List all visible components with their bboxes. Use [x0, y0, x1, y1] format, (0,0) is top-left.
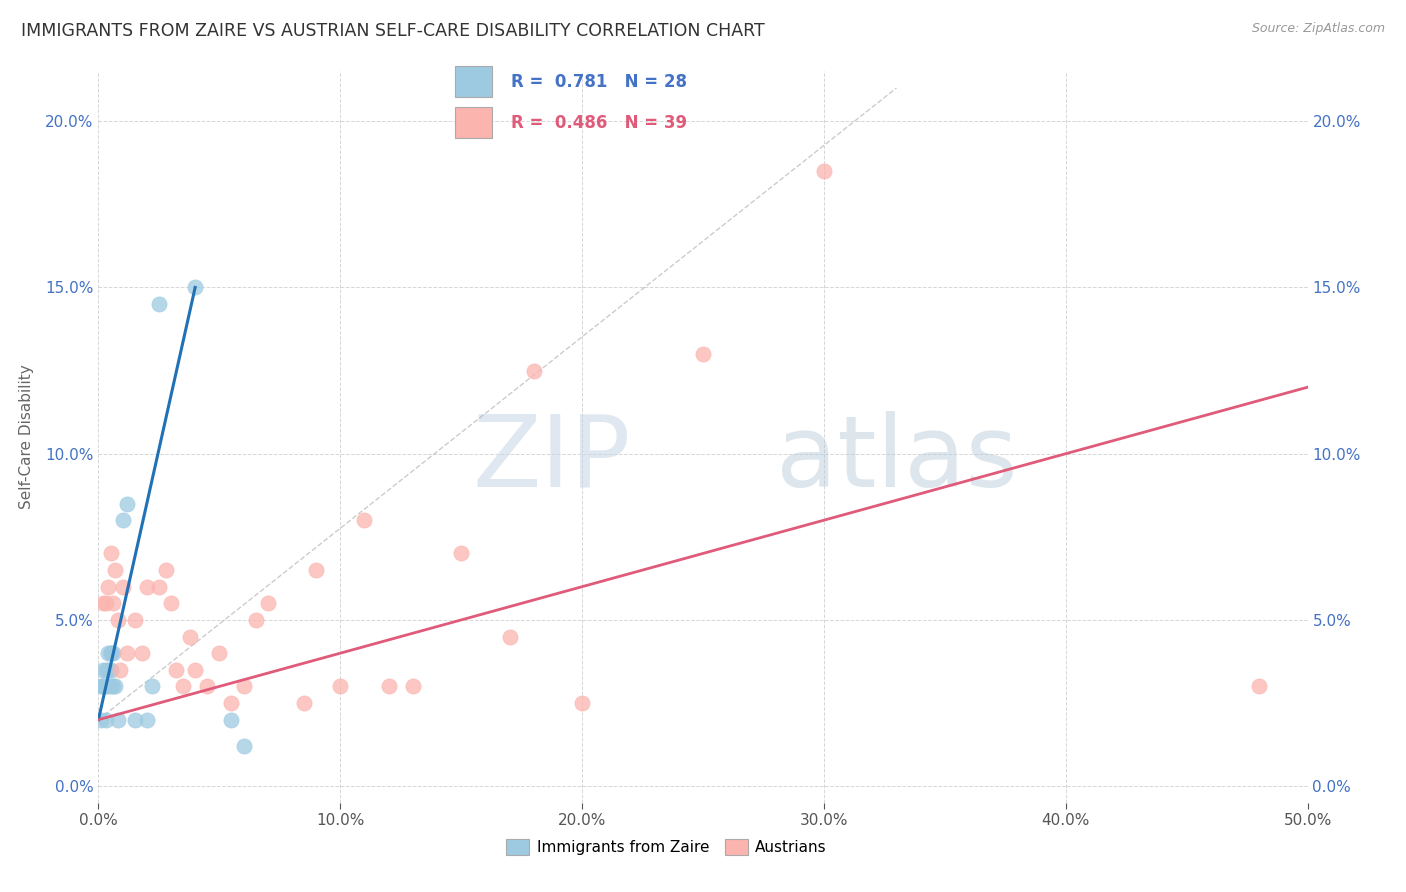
Point — [208, 646, 231, 660]
Point — [90, 713, 112, 727]
Point — [97, 580, 120, 594]
Point — [148, 297, 170, 311]
Point — [94, 713, 117, 727]
Point — [221, 696, 243, 710]
Point — [91, 596, 114, 610]
Point — [90, 680, 112, 694]
FancyBboxPatch shape — [456, 66, 492, 97]
Point — [107, 713, 129, 727]
Point — [100, 546, 122, 560]
Point — [377, 680, 399, 694]
Text: IMMIGRANTS FROM ZAIRE VS AUSTRIAN SELF-CARE DISABILITY CORRELATION CHART: IMMIGRANTS FROM ZAIRE VS AUSTRIAN SELF-C… — [21, 22, 765, 40]
Point — [813, 164, 835, 178]
Point — [91, 680, 114, 694]
Point — [195, 680, 218, 694]
Point — [353, 513, 375, 527]
Text: R =  0.781   N = 28: R = 0.781 N = 28 — [510, 72, 688, 91]
Point — [91, 663, 114, 677]
Point — [124, 613, 146, 627]
Point — [232, 680, 254, 694]
Point — [179, 630, 201, 644]
Point — [221, 713, 243, 727]
Point — [100, 663, 122, 677]
Text: atlas: atlas — [776, 410, 1017, 508]
Point — [94, 596, 117, 610]
Point — [450, 546, 472, 560]
Text: ZIP: ZIP — [472, 410, 630, 508]
Point — [402, 680, 425, 694]
Point — [100, 646, 122, 660]
Point — [305, 563, 328, 577]
Point — [104, 680, 127, 694]
Point — [97, 680, 120, 694]
Legend: Immigrants from Zaire, Austrians: Immigrants from Zaire, Austrians — [501, 833, 834, 861]
Point — [141, 680, 163, 694]
Point — [101, 680, 124, 694]
Point — [692, 347, 714, 361]
Point — [160, 596, 183, 610]
Point — [94, 680, 117, 694]
Point — [148, 580, 170, 594]
Point — [155, 563, 177, 577]
Point — [1249, 680, 1271, 694]
Point — [571, 696, 593, 710]
Point — [117, 646, 139, 660]
Point — [101, 646, 124, 660]
Point — [107, 613, 129, 627]
Point — [97, 646, 120, 660]
Point — [108, 663, 131, 677]
Point — [111, 513, 134, 527]
Point — [124, 713, 146, 727]
Point — [292, 696, 315, 710]
Point — [100, 680, 122, 694]
Point — [135, 713, 157, 727]
Point — [165, 663, 187, 677]
Point — [101, 596, 124, 610]
Point — [91, 680, 114, 694]
Point — [523, 363, 546, 377]
Point — [104, 563, 127, 577]
Point — [111, 580, 134, 594]
Point — [256, 596, 278, 610]
Point — [131, 646, 153, 660]
Point — [97, 663, 120, 677]
Text: R =  0.486   N = 39: R = 0.486 N = 39 — [510, 113, 688, 132]
Point — [498, 630, 520, 644]
Point — [329, 680, 352, 694]
Point — [100, 646, 122, 660]
Point — [172, 680, 194, 694]
Text: Source: ZipAtlas.com: Source: ZipAtlas.com — [1251, 22, 1385, 36]
Point — [232, 739, 254, 754]
Point — [94, 663, 117, 677]
Point — [184, 280, 207, 294]
Point — [117, 497, 139, 511]
Y-axis label: Self-Care Disability: Self-Care Disability — [20, 365, 34, 509]
Point — [245, 613, 267, 627]
FancyBboxPatch shape — [456, 107, 492, 138]
Point — [135, 580, 157, 594]
Point — [184, 663, 207, 677]
